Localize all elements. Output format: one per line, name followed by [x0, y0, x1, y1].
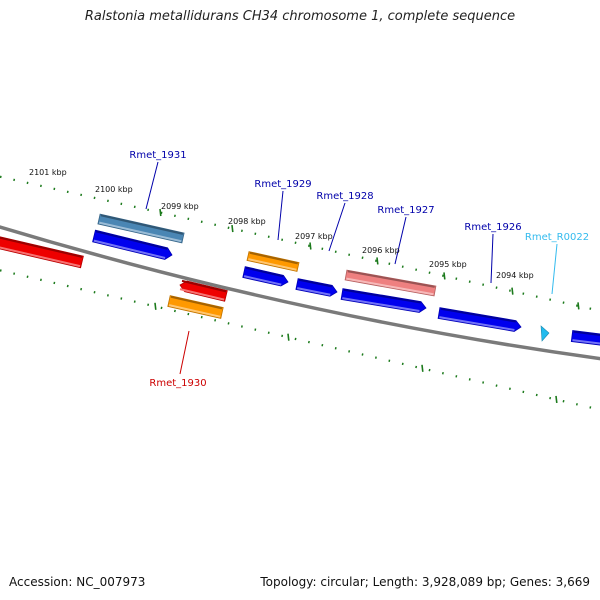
- lower-track-major-tick: [421, 364, 424, 372]
- topology-text: Topology: circular; Length: 3,928,089 bp…: [260, 575, 590, 589]
- gene-block-left-red[interactable]: [0, 235, 84, 269]
- leader-line: [145, 161, 159, 210]
- leader-line: [394, 216, 407, 265]
- upper-track-major-tick: [511, 287, 514, 295]
- tick-labels: 2101 kbp 2100 kbp 2099 kbp 2098 kbp 2097 kbp…: [29, 168, 534, 280]
- gene-block-rmet1929-lower[interactable]: [242, 266, 289, 287]
- tick-label: 2098 kbp: [228, 217, 266, 226]
- upper-track-major-tick: [159, 208, 162, 217]
- chromosome-backbone: [0, 225, 600, 361]
- gene-label-rmet-1930[interactable]: Rmet_1930: [149, 378, 206, 389]
- leader-line: [328, 202, 346, 252]
- upper-track-major-tick: [309, 242, 312, 250]
- upper-track-major-tick: [443, 272, 446, 280]
- upper-track-major-tick: [231, 224, 234, 233]
- gene-block-rmet1930-upper[interactable]: [179, 279, 228, 302]
- gene-labels: Rmet_1931 Rmet_1929 Rmet_1928 Rmet_1927 Rmet…: [129, 150, 589, 389]
- gene-block-rmet1926[interactable]: [437, 307, 522, 332]
- gene-block-right-edge[interactable]: [570, 330, 600, 347]
- tick-label: 2101 kbp: [29, 168, 67, 177]
- gene-block-rmet1929-upper[interactable]: [246, 251, 300, 272]
- tick-marks: [0, 175, 592, 409]
- tick-label: 2097 kbp: [295, 232, 333, 241]
- gene-block-rmet1927-upper[interactable]: [344, 269, 437, 297]
- label-leader-lines: [145, 161, 558, 375]
- upper-track-major-tick: [577, 302, 580, 310]
- tick-label: 2100 kbp: [95, 185, 133, 194]
- lower-track-major-tick: [154, 302, 157, 310]
- gene-block-rmet1931-upper[interactable]: [97, 213, 185, 244]
- gene-label-rmet-1931[interactable]: Rmet_1931: [129, 150, 186, 161]
- lower-track-major-tick: [287, 333, 290, 341]
- gene-features: [0, 213, 600, 347]
- leader-line: [179, 330, 190, 375]
- gene-block-rmetr0022[interactable]: [540, 325, 550, 342]
- gene-label-rmet-1929[interactable]: Rmet_1929: [254, 179, 311, 190]
- gene-label-rmet-1928[interactable]: Rmet_1928: [316, 191, 373, 202]
- gene-block-rmet1930-lower[interactable]: [167, 295, 224, 319]
- tick-label: 2094 kbp: [496, 271, 534, 280]
- leader-line: [551, 243, 558, 295]
- gene-block-rmet1928[interactable]: [295, 278, 338, 297]
- gene-block-rmet1931-lower[interactable]: [92, 229, 173, 260]
- upper-track-major-tick: [376, 257, 379, 265]
- tick-label: 2095 kbp: [429, 260, 467, 269]
- gene-block-rmet1927-lower[interactable]: [340, 288, 427, 313]
- tick-label: 2096 kbp: [362, 246, 400, 255]
- gene-label-rmet-r0022[interactable]: Rmet_R0022: [525, 232, 589, 243]
- leader-line: [490, 233, 494, 284]
- accession-text: Accession: NC_007973: [9, 575, 146, 589]
- lower-track-major-tick: [555, 395, 558, 404]
- map-title: Ralstonia metallidurans CH34 chromosome …: [84, 9, 516, 24]
- tick-label: 2099 kbp: [161, 202, 199, 211]
- leader-line: [277, 190, 284, 241]
- gene-label-rmet-1926[interactable]: Rmet_1926: [464, 222, 521, 233]
- gene-label-rmet-1927[interactable]: Rmet_1927: [377, 205, 434, 216]
